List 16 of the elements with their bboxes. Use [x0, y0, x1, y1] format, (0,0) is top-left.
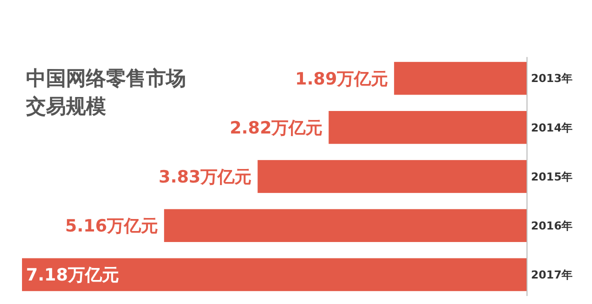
- data-label: 5.16万亿元: [65, 216, 158, 237]
- bar: [164, 209, 527, 242]
- text: 中国网络零售市场交易规模: [25, 66, 186, 118]
- y-tick-label: 2014年: [531, 121, 573, 134]
- bar: [328, 110, 527, 144]
- bar: [22, 258, 527, 292]
- y-tick-label: 2013年: [531, 72, 573, 86]
- y-tick-label: 2017年: [531, 268, 573, 282]
- bar: [258, 160, 527, 193]
- y-tick-label: 2016年: [531, 219, 573, 232]
- data-label: 7.18万亿元: [26, 266, 119, 286]
- data-label: 1.89万亿元: [295, 69, 388, 90]
- data-label: 2.82万亿元: [230, 118, 323, 138]
- data-label: 3.83万亿元: [158, 167, 252, 188]
- bar: [394, 62, 527, 95]
- y-tick-label: 2015年: [531, 170, 573, 184]
